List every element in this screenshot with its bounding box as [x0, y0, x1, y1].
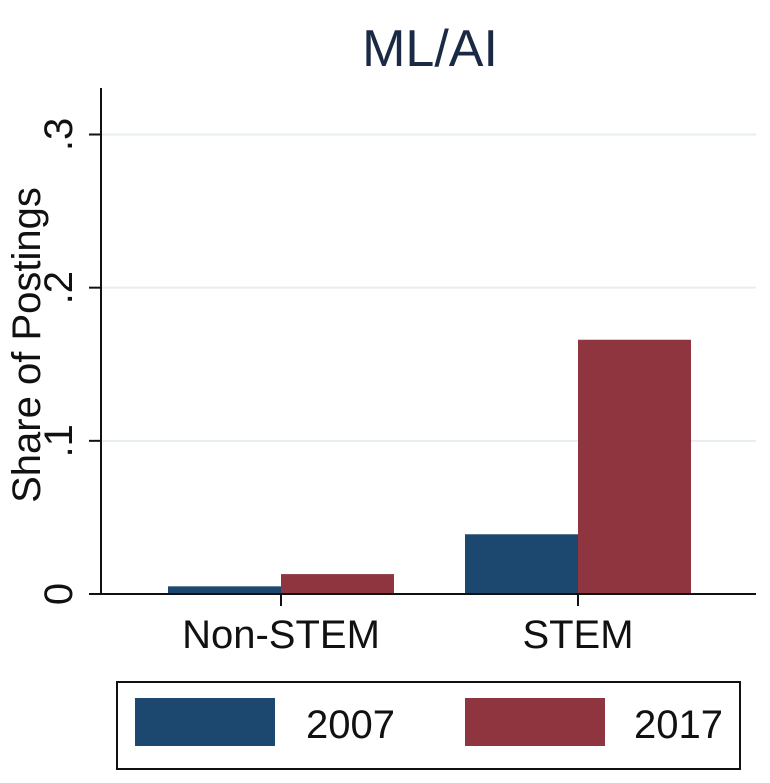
bar-2017-stem — [578, 339, 691, 594]
x-ticks: Non-STEM STEM — [182, 594, 634, 657]
y-tick-label: .3 — [37, 118, 81, 151]
bar-2007-non-stem — [168, 586, 281, 594]
bar-2017-non-stem — [281, 574, 394, 594]
legend-swatch-2007 — [135, 698, 275, 746]
y-tick-label: 0 — [37, 583, 81, 605]
bar-2007-stem — [465, 534, 578, 594]
legend-label-2017: 2017 — [634, 703, 723, 747]
y-tick-label: .1 — [37, 424, 81, 457]
legend-label-2007: 2007 — [306, 703, 395, 747]
y-ticks: 0 .1 .2 .3 — [37, 118, 101, 605]
x-tick-label: STEM — [522, 613, 633, 657]
y-tick-label: .2 — [37, 271, 81, 304]
y-axis-label: Share of Postings — [5, 187, 49, 503]
x-tick-label: Non-STEM — [182, 613, 380, 657]
legend: 2007 2017 — [135, 698, 723, 747]
chart-title: ML/AI — [362, 20, 498, 78]
legend-swatch-2017 — [465, 698, 605, 746]
bars — [168, 339, 691, 594]
